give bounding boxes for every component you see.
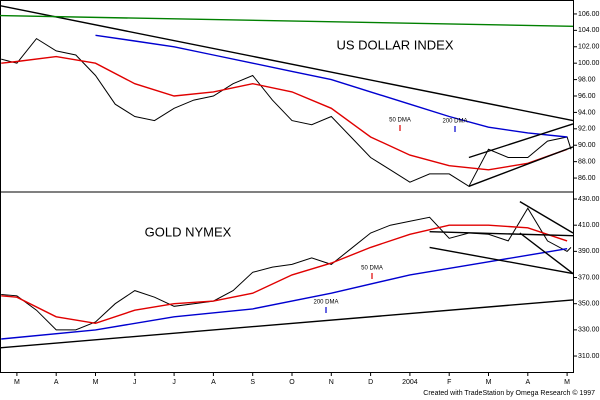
series-line [429,231,574,237]
panel-title: GOLD NYMEX [145,224,232,239]
y-tick-label: 106.00 [578,11,600,18]
series-line [468,123,574,159]
y-tick-label: 88.00 [578,158,596,165]
series-label: 50 DMA [361,266,383,272]
series-label: 50 DMA [389,118,411,124]
x-tick-label: M [93,379,99,386]
series-line [0,5,574,122]
plot-frame [0,0,574,373]
series-line [468,146,574,187]
x-tick-label: A [211,379,216,386]
y-tick-label: 96.00 [578,93,596,100]
series-line [95,34,568,138]
y-tick-label: 86.00 [578,175,596,182]
x-tick-label: O [289,379,295,386]
panel-title: US DOLLAR INDEX [336,37,453,52]
y-tick-label: 94.00 [578,109,596,116]
y-tick-label: 370.00 [578,274,600,281]
y-tick-label: 104.00 [578,27,600,34]
series-label: 200 DMA [313,300,338,306]
x-tick-label: M [14,379,20,386]
y-tick-label: 350.00 [578,301,600,308]
y-tick-label: 330.00 [578,327,600,334]
x-tick-label: N [329,379,334,386]
x-tick-label: 2004 [402,379,418,386]
x-tick-label: J [133,379,137,386]
y-tick-label: 390.00 [578,248,600,255]
y-tick-label: 102.00 [578,44,600,51]
y-tick-label: 90.00 [578,142,596,149]
y-tick-label: 100.00 [578,60,600,67]
x-tick-label: A [54,379,59,386]
y-tick-label: 92.00 [578,126,596,133]
x-tick-label: D [368,379,373,386]
x-tick-label: M [486,379,492,386]
series-line [429,246,574,275]
y-tick-label: 430.00 [578,196,600,203]
series-line [1,224,568,325]
x-tick-label: A [525,379,530,386]
series-line [519,232,574,275]
y-tick-label: 310.00 [578,353,600,360]
series-line [1,55,568,171]
footer: Created with TradeStation by Omega Resea… [423,389,595,397]
x-tick-label: F [447,379,451,386]
x-tick-label: M [564,379,570,386]
series-line [1,248,568,340]
y-tick-label: 98.00 [578,76,596,83]
series-line [1,207,572,331]
series-line [519,200,574,234]
series-line [1,37,572,188]
x-tick-label: S [250,379,255,386]
y-tick-label: 410.00 [578,222,600,229]
series-line [0,14,574,27]
series-line [0,299,574,349]
x-tick-label: J [172,379,176,386]
series-label: 200 DMA [442,119,467,125]
